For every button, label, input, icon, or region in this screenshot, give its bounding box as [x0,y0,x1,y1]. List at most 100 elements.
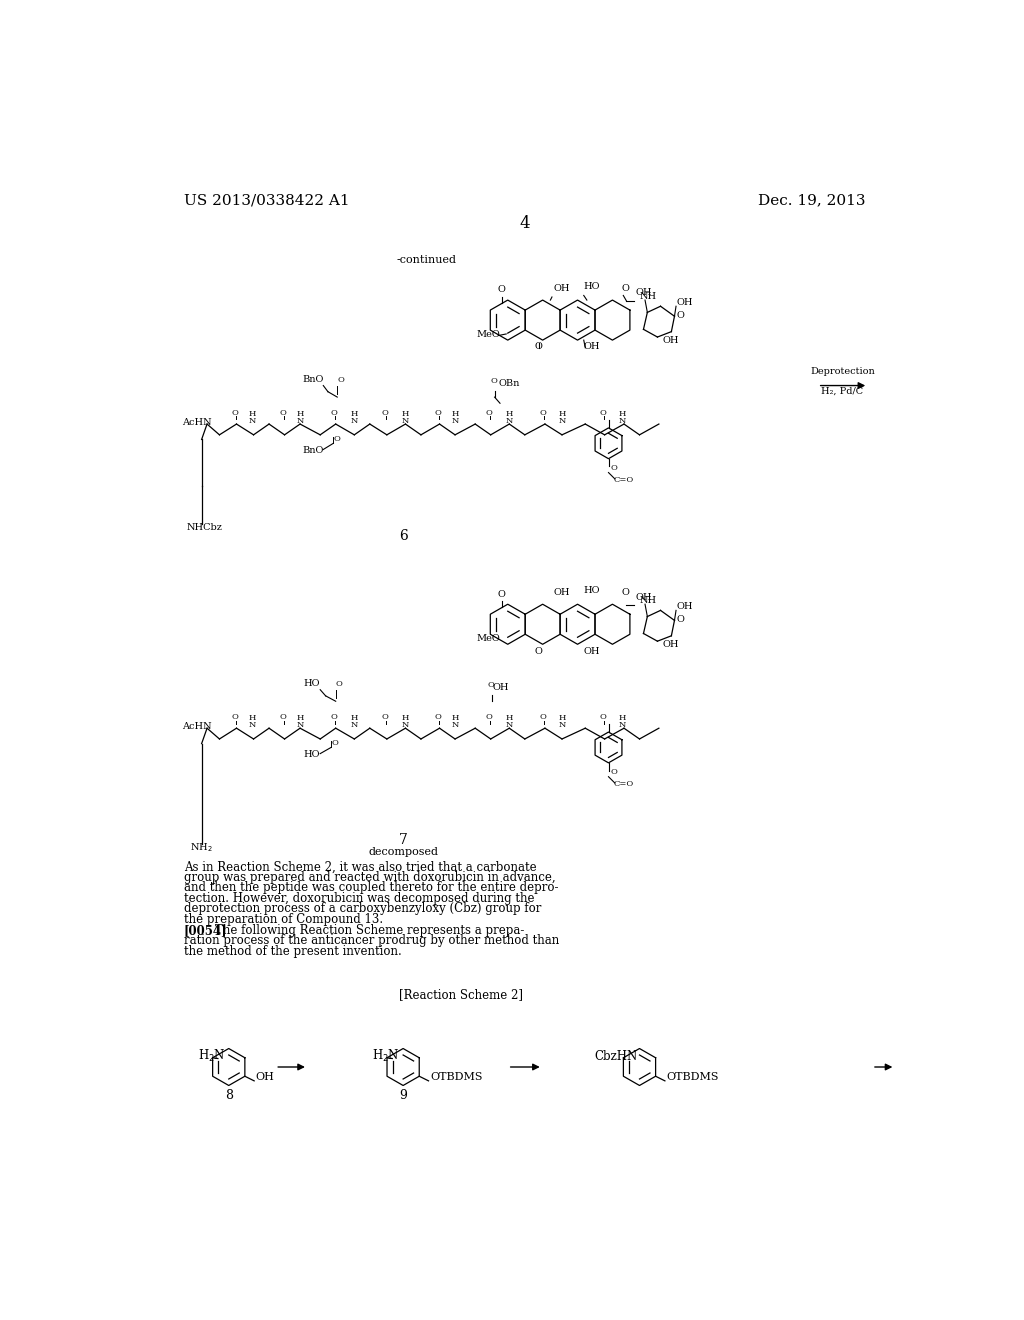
Text: O: O [677,615,685,624]
Text: Deprotection: Deprotection [810,367,874,376]
Text: NH: NH [640,595,656,605]
Text: OH: OH [663,640,679,649]
Text: O: O [231,409,239,417]
Text: H₂, Pd/C: H₂, Pd/C [821,387,863,395]
Text: O: O [331,713,338,721]
Text: 6: 6 [398,528,408,543]
Text: N: N [296,721,304,729]
Text: N: N [401,721,410,729]
Text: O: O [434,409,441,417]
Text: O: O [677,310,685,319]
Text: O: O [600,409,606,417]
Text: N: N [452,721,459,729]
Text: N: N [506,721,513,729]
Text: ration process of the anticancer prodrug by other method than: ration process of the anticancer prodrug… [183,935,559,948]
Text: O: O [331,739,338,747]
Text: N: N [506,417,513,425]
Text: BnO: BnO [302,375,324,384]
Text: O: O [610,465,616,473]
Text: O: O [336,680,343,688]
Text: H: H [401,714,410,722]
Text: H: H [618,714,626,722]
Text: N: N [248,721,256,729]
Text: N: N [452,417,459,425]
Text: 7: 7 [398,833,408,846]
Text: O: O [535,342,543,351]
Text: H: H [401,411,410,418]
Text: H: H [350,411,358,418]
Text: H: H [558,714,565,722]
Text: O: O [331,409,338,417]
Text: As in Reaction Scheme 2, it was also tried that a carbonate: As in Reaction Scheme 2, it was also tri… [183,861,537,874]
Text: H: H [296,714,304,722]
Text: H$_2$N: H$_2$N [198,1048,225,1064]
Text: decomposed: decomposed [368,847,438,857]
Text: H: H [452,714,459,722]
Text: OH: OH [493,684,509,693]
Text: 8: 8 [224,1089,232,1102]
Text: C=O: C=O [613,475,634,484]
Text: N: N [558,721,565,729]
Text: O: O [485,713,493,721]
Text: tection. However, doxorubicin was decomposed during the: tection. However, doxorubicin was decomp… [183,892,535,904]
Text: OH: OH [584,342,600,351]
Text: MeO: MeO [477,634,501,643]
Text: N: N [618,721,626,729]
Text: OH: OH [554,587,570,597]
Text: O: O [610,768,616,776]
Text: O: O [337,376,344,384]
Text: O: O [487,681,495,689]
Text: O: O [280,409,287,417]
Text: BnO: BnO [302,446,324,454]
Text: O: O [490,378,498,385]
Text: OH: OH [554,284,570,293]
Text: OH: OH [636,289,652,297]
Text: 4: 4 [519,215,530,232]
Text: HO: HO [304,678,321,688]
Text: H: H [558,411,565,418]
Text: N: N [248,417,256,425]
Text: O: O [280,713,287,721]
Text: US 2013/0338422 A1: US 2013/0338422 A1 [183,194,349,207]
Text: O: O [600,713,606,721]
Text: OH: OH [676,602,692,611]
Text: [Reaction Scheme 2]: [Reaction Scheme 2] [399,987,523,1001]
Text: N: N [558,417,565,425]
Text: MeO: MeO [477,330,501,339]
Text: N: N [401,417,410,425]
Text: O: O [498,285,506,294]
Text: O: O [231,713,239,721]
Text: O: O [540,409,547,417]
Text: OH: OH [663,337,679,346]
Text: OH: OH [584,647,600,656]
Text: O: O [498,590,506,598]
Text: HO: HO [584,586,600,595]
Text: NH: NH [640,292,656,301]
Text: N: N [618,417,626,425]
Text: CbzHN: CbzHN [595,1049,638,1063]
Text: OTBDMS: OTBDMS [667,1072,719,1082]
Text: O: O [535,647,543,656]
Text: OH: OH [256,1072,274,1082]
Text: [0054]: [0054] [183,924,227,937]
Text: H: H [248,411,256,418]
Text: HO: HO [584,282,600,292]
Text: O: O [540,713,547,721]
Text: N: N [350,417,358,425]
Text: N: N [350,721,358,729]
Text: H: H [506,411,513,418]
Text: H: H [506,714,513,722]
Text: H: H [350,714,358,722]
Text: OBn: OBn [499,379,520,388]
Text: -continued: -continued [396,255,457,265]
Text: NHCbz: NHCbz [187,523,223,532]
Text: H$_2$N: H$_2$N [372,1048,399,1064]
Text: O: O [485,409,493,417]
Text: the method of the present invention.: the method of the present invention. [183,945,401,957]
Text: C=O: C=O [613,780,634,788]
Text: O: O [434,713,441,721]
Text: H: H [618,411,626,418]
Text: deprotection process of a carboxybenzyloxy (Cbz) group for: deprotection process of a carboxybenzylo… [183,903,541,915]
Text: The following Reaction Scheme represents a prepa-: The following Reaction Scheme represents… [215,924,524,937]
Text: Dec. 19, 2013: Dec. 19, 2013 [759,194,866,207]
